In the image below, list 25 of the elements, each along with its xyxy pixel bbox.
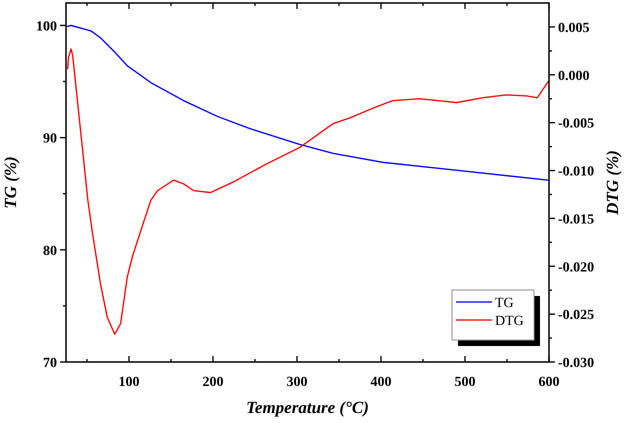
- x-tick-label: 100: [118, 375, 140, 390]
- x-tick-label: 600: [538, 375, 560, 390]
- y-axis-title: TG (%): [1, 156, 20, 209]
- x-tick-label: 500: [454, 375, 476, 390]
- y-tick-label: 80: [43, 244, 57, 259]
- y2-tick-label: -0.025: [558, 308, 594, 324]
- legend-label: DTG: [495, 314, 524, 329]
- y2-tick-label: -0.030: [558, 356, 594, 371]
- x-tick-label: 200: [202, 375, 224, 390]
- y-tick-label: 70: [43, 356, 57, 371]
- y-tick-label: 90: [43, 132, 57, 147]
- y2-tick-label: -0.005: [558, 116, 594, 132]
- x-tick-label: 400: [370, 375, 392, 390]
- y2-tick-label: -0.015: [558, 212, 594, 228]
- y-tick-label: 100: [36, 19, 57, 34]
- y2-axis-title: DTG (%): [603, 150, 622, 216]
- line-series: [67, 48, 550, 335]
- x-axis-title: Temperature (°C): [246, 398, 369, 417]
- y2-tick-label: 0.005: [558, 20, 590, 36]
- line-series: [66, 24, 550, 181]
- legend-label: TG: [495, 296, 514, 311]
- y2-tick-label: -0.020: [558, 260, 594, 276]
- y2-tick-label: -0.010: [558, 164, 594, 180]
- x-tick-label: 300: [286, 375, 308, 390]
- y2-tick-label: 0.000: [558, 68, 590, 84]
